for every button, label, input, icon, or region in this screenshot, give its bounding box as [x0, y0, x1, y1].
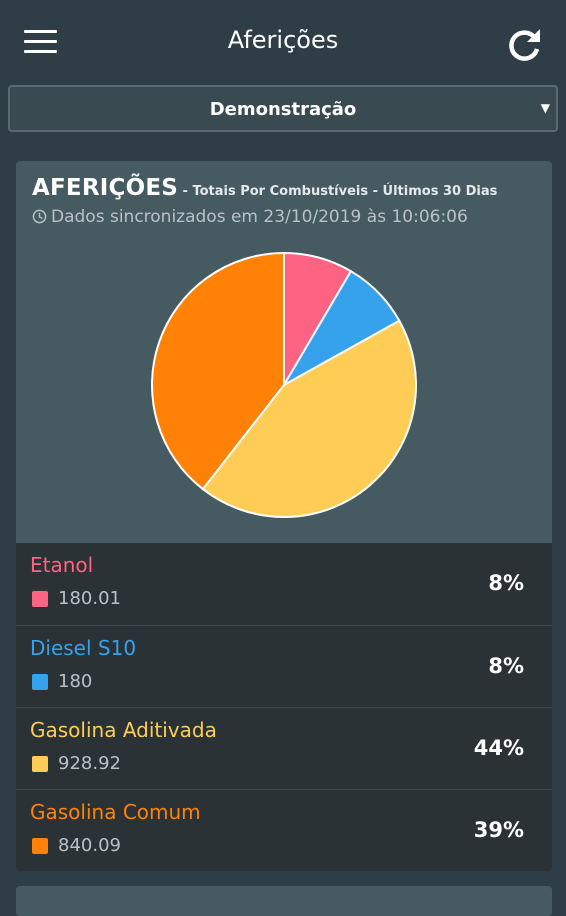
card-heading: AFERIÇÕES - Totais Por Combustíveis - Úl… — [32, 175, 497, 201]
hamburger-menu-icon[interactable] — [24, 30, 58, 56]
pie-slice-gasolina-aditivada[interactable] — [201, 319, 417, 518]
fuel-legend-list: Etanol 180.01 8% Diesel S10 180 8% Gasol… — [16, 543, 552, 871]
legend-swatch — [32, 674, 48, 690]
legend-row-gasolina-comum[interactable]: Gasolina Comum 840.09 39% — [16, 789, 552, 870]
legend-value: 840.09 — [58, 835, 121, 856]
legend-value: 928.92 — [58, 753, 121, 774]
card-subtitle: - Totais Por Combustíveis - Últimos 30 D… — [178, 184, 498, 199]
chevron-down-icon: ▼ — [540, 101, 550, 115]
legend-name: Gasolina Comum — [30, 800, 201, 824]
legend-percent: 39% — [473, 818, 524, 842]
refresh-icon[interactable] — [504, 25, 544, 65]
pie-slice-gasolina-comum[interactable] — [151, 251, 285, 491]
fuel-totals-card: AFERIÇÕES - Totais Por Combustíveis - Úl… — [16, 161, 552, 871]
legend-value: 180.01 — [58, 588, 121, 609]
company-select[interactable]: Demonstração ▼ — [8, 85, 558, 132]
legend-row-etanol[interactable]: Etanol 180.01 8% — [16, 543, 552, 624]
company-select-value: Demonstração — [209, 99, 357, 120]
legend-name: Diesel S10 — [30, 636, 137, 660]
legend-name: Gasolina Aditivada — [30, 718, 217, 742]
page-title: Aferições — [227, 26, 339, 54]
next-card-peek — [16, 886, 552, 916]
legend-value: 180 — [58, 671, 93, 692]
sync-status: Dados sincronizados em 23/10/2019 às 10:… — [32, 207, 468, 227]
top-bar: Aferições — [0, 0, 566, 84]
legend-percent: 8% — [488, 571, 524, 595]
legend-swatch — [32, 838, 48, 854]
legend-percent: 44% — [473, 736, 524, 760]
legend-swatch — [32, 591, 48, 607]
legend-percent: 8% — [488, 654, 524, 678]
sync-text: Dados sincronizados em 23/10/2019 às 10:… — [51, 207, 468, 227]
clock-icon — [32, 209, 47, 224]
legend-row-gasolina-aditivada[interactable]: Gasolina Aditivada 928.92 44% — [16, 707, 552, 788]
fuel-pie-chart — [151, 251, 417, 518]
card-title: AFERIÇÕES — [32, 175, 178, 201]
legend-swatch — [32, 756, 48, 772]
legend-row-diesel-s10[interactable]: Diesel S10 180 8% — [16, 625, 552, 706]
legend-name: Etanol — [30, 553, 94, 577]
